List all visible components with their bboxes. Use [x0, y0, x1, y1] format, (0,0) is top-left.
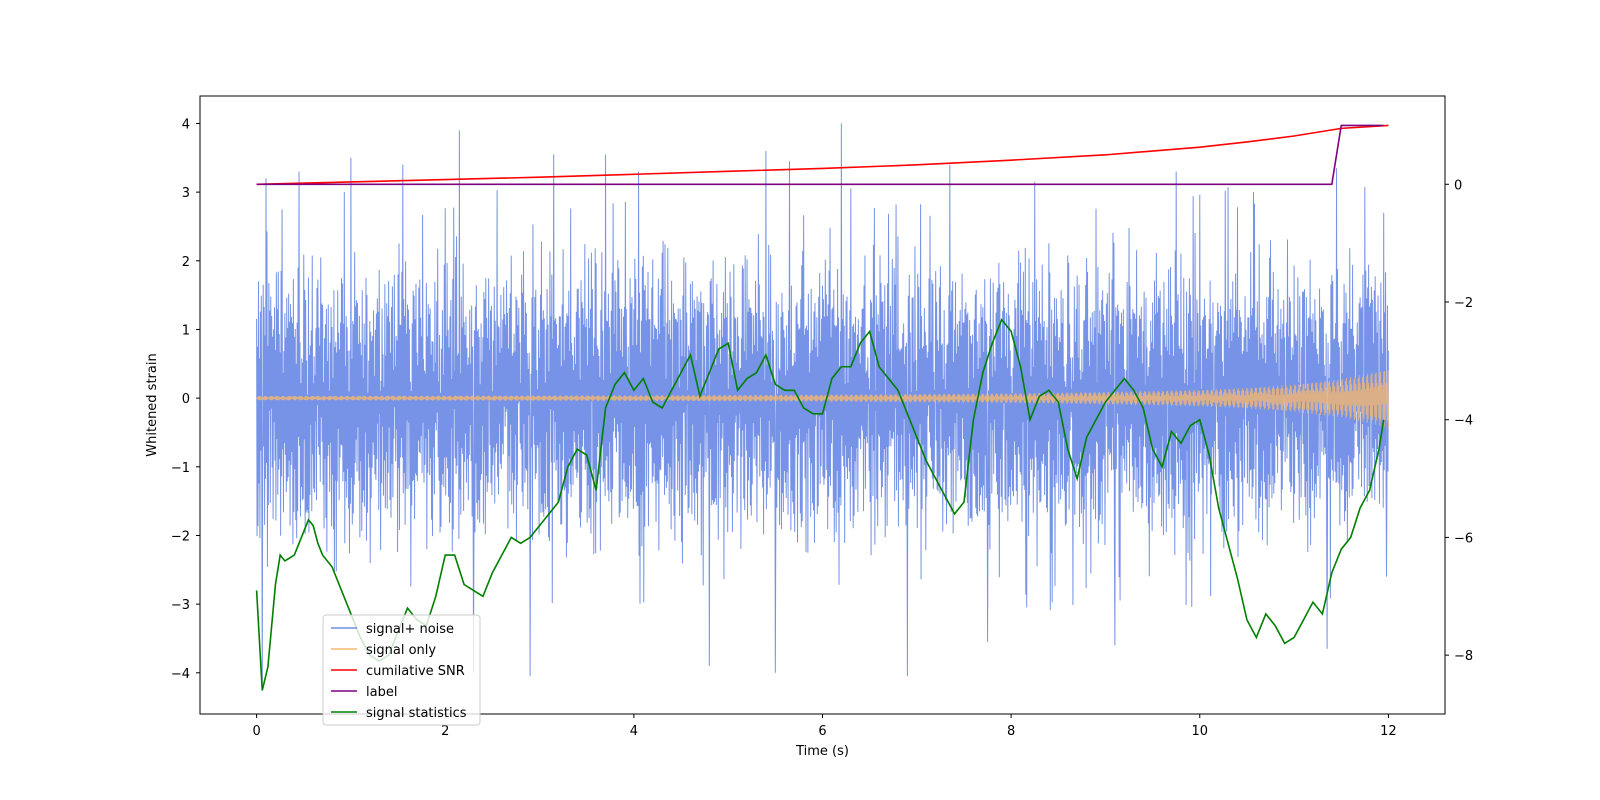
x-tick-label: 0: [252, 724, 260, 739]
y-tick-label: 0: [182, 392, 190, 407]
legend-label: signal statistics: [366, 706, 467, 721]
y-tick-label: −3: [171, 598, 190, 613]
x-tick-label: 2: [441, 724, 449, 739]
legend-box: [322, 614, 481, 726]
x-tick-label: 6: [818, 724, 826, 739]
series-cumulative-snr-line: [256, 124, 1389, 186]
y-axis-left: −4 −3 −2 −1 0 1 2 3 4: [171, 117, 200, 682]
y-axis-label: Whitened strain: [145, 353, 160, 456]
y-axis-right: −8 −6 −4 −2 0: [1445, 178, 1473, 664]
x-tick-label: 12: [1380, 724, 1397, 739]
legend-label: cumilative SNR: [366, 664, 465, 679]
series-layer: [255, 123, 1389, 691]
y2-tick-label: 0: [1454, 178, 1462, 193]
y2-tick-label: −2: [1454, 296, 1473, 311]
y2-tick-label: −4: [1454, 414, 1473, 429]
series-label-line: [256, 124, 1384, 186]
series-signal-noise-line: [256, 123, 1389, 684]
series-signal-only-line: [256, 370, 1389, 428]
y-tick-label: 4: [182, 117, 190, 132]
x-tick-label: 10: [1191, 724, 1208, 739]
x-tick-label: 8: [1007, 724, 1015, 739]
x-axis-label: Time (s): [795, 744, 849, 759]
y2-tick-label: −6: [1454, 531, 1473, 546]
y-tick-label: 3: [182, 186, 190, 201]
legend-label: signal+ noise: [366, 622, 454, 637]
y-tick-label: −4: [171, 667, 190, 682]
y2-tick-label: −8: [1454, 649, 1473, 664]
y-tick-label: 2: [182, 255, 190, 270]
legend-label: signal only: [366, 643, 436, 658]
x-tick-label: 4: [630, 724, 638, 739]
y-tick-label: −2: [171, 529, 190, 544]
legend: signal+ noise signal only cumilative SNR la…: [322, 614, 481, 726]
y-tick-label: 1: [182, 323, 190, 338]
y-tick-label: −1: [171, 461, 190, 476]
legend-label: label: [366, 685, 397, 700]
